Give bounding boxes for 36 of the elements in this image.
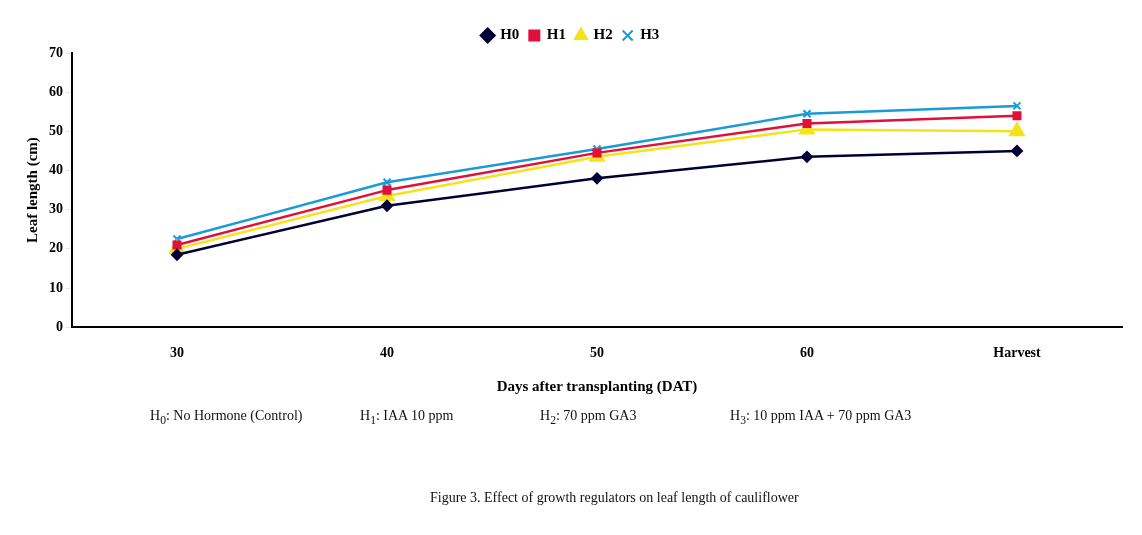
point (381, 199, 393, 212)
text: H$_{0}$: No Hormone (Control) (150, 408, 303, 427)
x-tick-label: 30 (170, 345, 184, 361)
text: H$_{1}$: IAA 10 ppm (360, 408, 454, 427)
y-tick-label: 30 (49, 201, 63, 217)
point (1012, 101, 1022, 111)
y-tick-label: 70 (49, 44, 63, 60)
legend-label: H1 (546, 26, 566, 43)
y-tick-label: 0 (56, 318, 63, 334)
x-tick-label: 40 (380, 345, 394, 361)
point (382, 177, 392, 187)
legend-label: H0 (500, 26, 520, 43)
y-tick-label: 20 (49, 240, 63, 256)
x-tick-label: 50 (590, 345, 604, 361)
x-axis-title: Days after transplanting (DAT) (496, 377, 698, 395)
point (591, 172, 603, 185)
y-axis-title: Leaf length (cm) (23, 137, 41, 244)
point (802, 118, 812, 129)
point (1011, 144, 1023, 157)
caption: Figure 3. Effect of growth regulators on leaf length of cauliflower (430, 490, 799, 506)
point (801, 150, 813, 163)
text: H$_{2}$: 70 ppm GA3 (540, 408, 637, 427)
point (382, 185, 392, 195)
x-tick-label: 60 (800, 345, 814, 361)
x-tick-label: Harvest (993, 345, 1042, 361)
y-tick-label: 60 (49, 83, 63, 99)
point (1012, 111, 1022, 121)
legend-label: H3 (640, 26, 660, 43)
point (802, 109, 812, 119)
legend-label: H2 (593, 26, 613, 43)
y-tick-label: 10 (49, 279, 63, 295)
point (1009, 122, 1025, 137)
text: H$_{3}$: 10 ppm IAA + 70 ppm GA3 (730, 408, 912, 427)
y-tick-label: 50 (49, 122, 63, 138)
y-tick-label: 40 (49, 162, 63, 178)
point (171, 248, 183, 261)
